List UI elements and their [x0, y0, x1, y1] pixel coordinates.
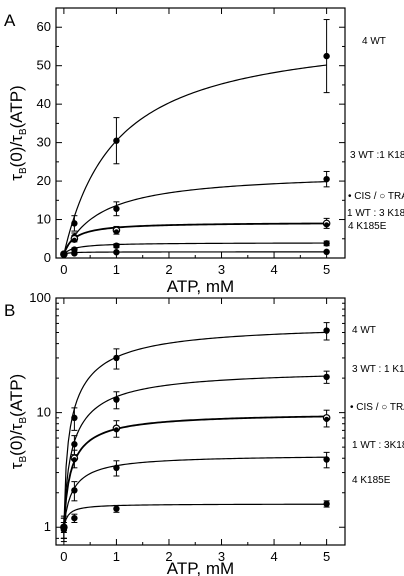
data-point [60, 250, 68, 258]
series-label: 4 WT [352, 325, 376, 336]
panel-label: B [4, 301, 15, 320]
fit-curve [63, 331, 327, 528]
data-point [113, 205, 120, 212]
y-axis-label: τB(0)/τB(ATP) [7, 85, 29, 180]
data-point [71, 514, 78, 522]
data-point [323, 456, 330, 463]
fit-curve [63, 222, 327, 255]
data-point [323, 52, 330, 60]
x-tick-label: 1 [113, 262, 120, 277]
series-label: 1 WT : 3K185E [352, 440, 404, 451]
data-point [113, 249, 120, 256]
fit-curve [63, 503, 327, 528]
fit-curve [63, 64, 327, 255]
series-5: 4 K185E [60, 475, 391, 533]
fit-curve [63, 181, 327, 255]
x-tick-label: 5 [323, 549, 330, 564]
x-tick-label: 2 [165, 262, 172, 277]
data-point [324, 222, 330, 228]
data-point [324, 416, 330, 422]
fit-curve [62, 415, 327, 528]
series-label: 4 WT [362, 36, 386, 47]
x-tick-label: 4 [270, 549, 277, 564]
series-label: 4 K185E [352, 475, 391, 486]
data-point [113, 464, 120, 472]
data-point [323, 500, 330, 508]
series-4: 1 WT : 3 K185E [60, 208, 404, 258]
data-point [71, 220, 78, 227]
data-point [113, 505, 120, 512]
data-point [113, 242, 120, 249]
data-point [71, 457, 77, 463]
data-point [323, 240, 330, 247]
data-point [323, 327, 330, 334]
y-tick-label: 60 [37, 19, 51, 34]
series-5: 4 K185E [60, 221, 387, 258]
y-tick-label: 50 [37, 58, 51, 73]
data-point [323, 175, 330, 183]
data-point [113, 229, 120, 235]
plot-frame [55, 297, 346, 546]
data-point [71, 250, 78, 257]
data-point [113, 354, 120, 362]
series-label: 3 WT : 1 K185E [352, 364, 404, 375]
fit-curve [63, 375, 327, 528]
x-tick-label: 4 [270, 262, 277, 277]
series-4: 1 WT : 3K185E [60, 440, 404, 539]
y-tick-label: 10 [37, 212, 51, 227]
fit-curve [63, 242, 327, 255]
x-axis-label: ATP, mM [167, 277, 234, 296]
x-tick-label: 1 [113, 549, 120, 564]
panel-label: A [4, 11, 16, 30]
y-tick-label: 40 [37, 96, 51, 111]
series-label: 3 WT :1 K185E [350, 150, 404, 161]
series-1: 4 WT [60, 322, 376, 543]
x-tick-label: 0 [60, 262, 67, 277]
x-tick-label: 2 [165, 549, 172, 564]
y-tick-label: 10 [37, 405, 51, 420]
y-tick-label: 30 [37, 135, 51, 150]
x-tick-label: 5 [323, 262, 330, 277]
series-label: • CIS / ○ TRANS [348, 191, 404, 202]
x-tick-label: 3 [218, 549, 225, 564]
y-tick-label: 20 [37, 173, 51, 188]
series-2: 3 WT :1 K185E [60, 150, 404, 258]
fit-curve [63, 251, 327, 255]
series-label: 4 K185E [348, 221, 387, 232]
data-point [113, 427, 120, 433]
x-tick-label: 3 [218, 262, 225, 277]
data-point [323, 373, 330, 381]
data-point [71, 237, 77, 243]
y-tick-label: 0 [44, 250, 51, 265]
data-point [113, 396, 120, 403]
data-point [71, 487, 78, 494]
y-tick-label: 100 [29, 290, 51, 305]
data-point [323, 248, 330, 256]
data-point [71, 414, 78, 422]
y-tick-label: 1 [44, 519, 51, 534]
plot-frame [55, 7, 346, 259]
fit-curve [63, 456, 327, 528]
series-label: 1 WT : 3 K185E [347, 208, 404, 219]
x-axis-label: ATP, mM [167, 559, 234, 576]
data-point [113, 137, 120, 144]
x-tick-label: 0 [60, 549, 67, 564]
y-axis-label: τB(0)/τB(ATP) [7, 374, 29, 469]
data-point [71, 441, 78, 448]
data-point [60, 524, 68, 531]
series-3: • CIS / ○ TRANS [60, 402, 404, 539]
series-label: • CIS / ○ TRANS [350, 402, 404, 413]
series-2: 3 WT : 1 K185E [60, 364, 404, 539]
series-1: 4 WT [60, 19, 386, 258]
